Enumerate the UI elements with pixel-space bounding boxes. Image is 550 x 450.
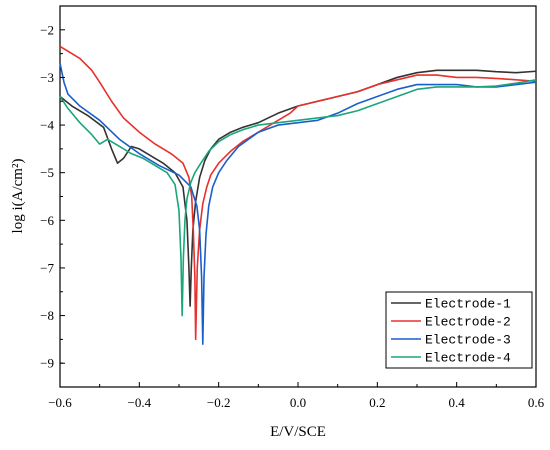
x-ticks: −0.6 −0.4 −0.2 0.0 0.2 0.4 0.6 bbox=[48, 382, 545, 410]
x-tick-label: −0.2 bbox=[207, 395, 231, 410]
legend-label-3: Electrode-3 bbox=[425, 333, 511, 348]
x-axis-title: E/V/SCE bbox=[270, 424, 326, 440]
y-tick-label: −5 bbox=[40, 165, 54, 180]
legend-items: Electrode-1 Electrode-2 Electrode-3 Electro… bbox=[391, 297, 511, 366]
x-tick-label: 0.0 bbox=[290, 395, 306, 410]
legend-label-4: Electrode-4 bbox=[425, 351, 511, 366]
y-tick-label: −4 bbox=[40, 118, 54, 133]
series-layer bbox=[59, 45, 537, 345]
y-tick-label: −6 bbox=[40, 213, 54, 228]
y-tick-label: −8 bbox=[40, 308, 54, 323]
series-line-4 bbox=[59, 79, 537, 317]
y-tick-label: −3 bbox=[40, 70, 54, 85]
y-tick-label: −2 bbox=[40, 22, 54, 37]
series-line-2 bbox=[59, 45, 537, 341]
x-tick-label: −0.4 bbox=[128, 395, 152, 410]
legend-box bbox=[385, 291, 533, 369]
x-tick-label: 0.2 bbox=[369, 395, 385, 410]
x-tick-label: 0.4 bbox=[449, 395, 466, 410]
y-tick-label: −7 bbox=[40, 260, 54, 275]
x-tick-label: 0.6 bbox=[528, 395, 545, 410]
y-tick-label: −9 bbox=[40, 356, 54, 371]
legend-label-2: Electrode-2 bbox=[425, 315, 511, 330]
y-axis-title: log i(A/cm²) bbox=[10, 159, 26, 234]
x-tick-label: −0.6 bbox=[48, 395, 72, 410]
y-ticks: −9 −8 −7 −6 −5 −4 −3 −2 bbox=[40, 22, 65, 371]
series-line-3 bbox=[59, 62, 537, 345]
legend-label-1: Electrode-1 bbox=[425, 297, 511, 312]
legend: Electrode-1 Electrode-2 Electrode-3 Electro… bbox=[385, 291, 533, 369]
series-line-1 bbox=[59, 69, 537, 307]
